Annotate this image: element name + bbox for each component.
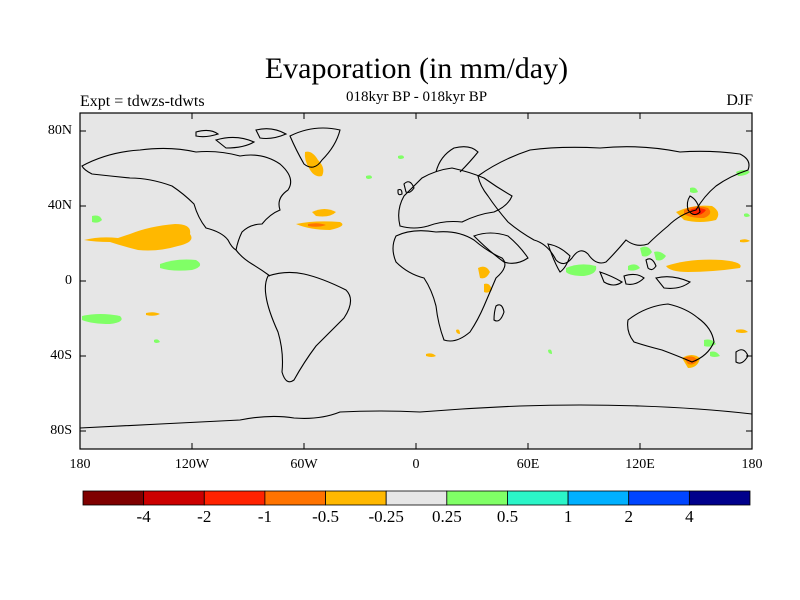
colorbar-label: 1 <box>563 507 573 526</box>
green-patch <box>366 175 372 179</box>
north-america-coast <box>81 147 292 251</box>
red-patch <box>690 208 706 216</box>
green-patch <box>744 213 750 217</box>
orange-patch <box>478 266 490 279</box>
lon-label: 180 <box>741 457 763 472</box>
green-patch <box>160 259 201 271</box>
orange-patch <box>740 239 750 243</box>
lat-label: 40S <box>50 348 72 363</box>
colorbar-label: -1 <box>257 507 272 526</box>
season-label: DJF <box>726 92 753 109</box>
colorbar-label: 2 <box>624 507 633 526</box>
colorbar-segment <box>446 490 508 506</box>
green-patch <box>566 264 597 276</box>
colorbar-segment <box>628 490 690 506</box>
colorbar-segment <box>203 490 266 506</box>
colorbar-label: -0.25 <box>368 507 404 526</box>
lon-label: 60E <box>516 457 540 472</box>
orange-patch <box>146 312 160 316</box>
arabia-coast <box>473 232 529 264</box>
colorbar-label: -4 <box>136 507 151 526</box>
lon-label: 180 <box>69 457 91 472</box>
africa-coast <box>392 230 506 342</box>
british-isles-coast <box>397 181 415 196</box>
arctic-islands-coast <box>195 128 288 149</box>
lat-label: 80N <box>47 123 72 138</box>
colorbar-segment <box>143 490 205 506</box>
coastlines <box>79 127 753 429</box>
orange-patch <box>736 329 748 333</box>
colorbar-label: -2 <box>197 507 212 526</box>
orange-patch <box>84 224 192 251</box>
colorbar-segment <box>82 490 145 506</box>
green-patch <box>548 349 552 354</box>
lat-label: 40N <box>47 198 72 213</box>
south-america-coast <box>264 271 352 383</box>
green-patch <box>82 314 122 324</box>
lon-label: 120W <box>174 457 210 472</box>
green-patch <box>690 187 698 193</box>
colorbar-label: 0.5 <box>496 507 519 526</box>
green-patch <box>398 155 404 159</box>
asia-coast <box>477 146 750 265</box>
scandinavia-coast <box>435 146 479 173</box>
orange-patch <box>484 283 492 293</box>
green-patch <box>628 264 640 271</box>
japan-coast <box>686 195 701 216</box>
colorbar-segment <box>567 490 630 506</box>
colorbar-label: 0.25 <box>431 507 462 526</box>
lon-label: 0 <box>412 457 420 472</box>
greenland-coast <box>289 127 341 168</box>
lat-label: 80S <box>50 423 72 438</box>
lon-label: 120E <box>625 457 655 472</box>
orange-patch <box>304 151 324 177</box>
india-coast <box>547 243 571 273</box>
orange-patch <box>312 209 336 217</box>
colorbar-segment <box>688 490 751 506</box>
green-patch <box>154 339 160 343</box>
green-patch <box>710 351 720 357</box>
antarctica-coast <box>79 404 753 429</box>
lat-label: 0 <box>65 273 72 288</box>
lon-label: 60W <box>290 457 318 472</box>
green-patch <box>736 170 750 176</box>
orange-red-patch <box>684 356 698 365</box>
indonesia-coast <box>599 258 692 289</box>
colorbar <box>82 490 751 506</box>
axis-ticks <box>79 113 753 449</box>
green-patch <box>654 251 666 261</box>
period-label: 018kyr BP - 018kyr BP <box>345 89 488 105</box>
orange-patch <box>666 259 741 272</box>
experiment-label: Expt = tdwzs-tdwts <box>80 93 205 110</box>
green-patch <box>640 246 652 257</box>
colorbar-segment <box>325 490 387 506</box>
map-area <box>80 113 752 449</box>
orange-patch <box>456 329 460 334</box>
australia-coast <box>627 303 715 363</box>
orange-patch <box>426 353 436 357</box>
green-patch <box>92 215 102 223</box>
colorbar-segment <box>264 490 326 506</box>
madagascar-coast <box>493 304 505 322</box>
colorbar-label: -0.5 <box>312 507 339 526</box>
orange-red-patch <box>308 223 326 227</box>
colorbar-segment <box>385 490 448 506</box>
central-america-coast <box>235 249 271 277</box>
colorbar-segment <box>507 490 569 506</box>
colorbar-label: 4 <box>685 507 694 526</box>
plot-title: Evaporation (in mm/day) <box>264 52 569 85</box>
